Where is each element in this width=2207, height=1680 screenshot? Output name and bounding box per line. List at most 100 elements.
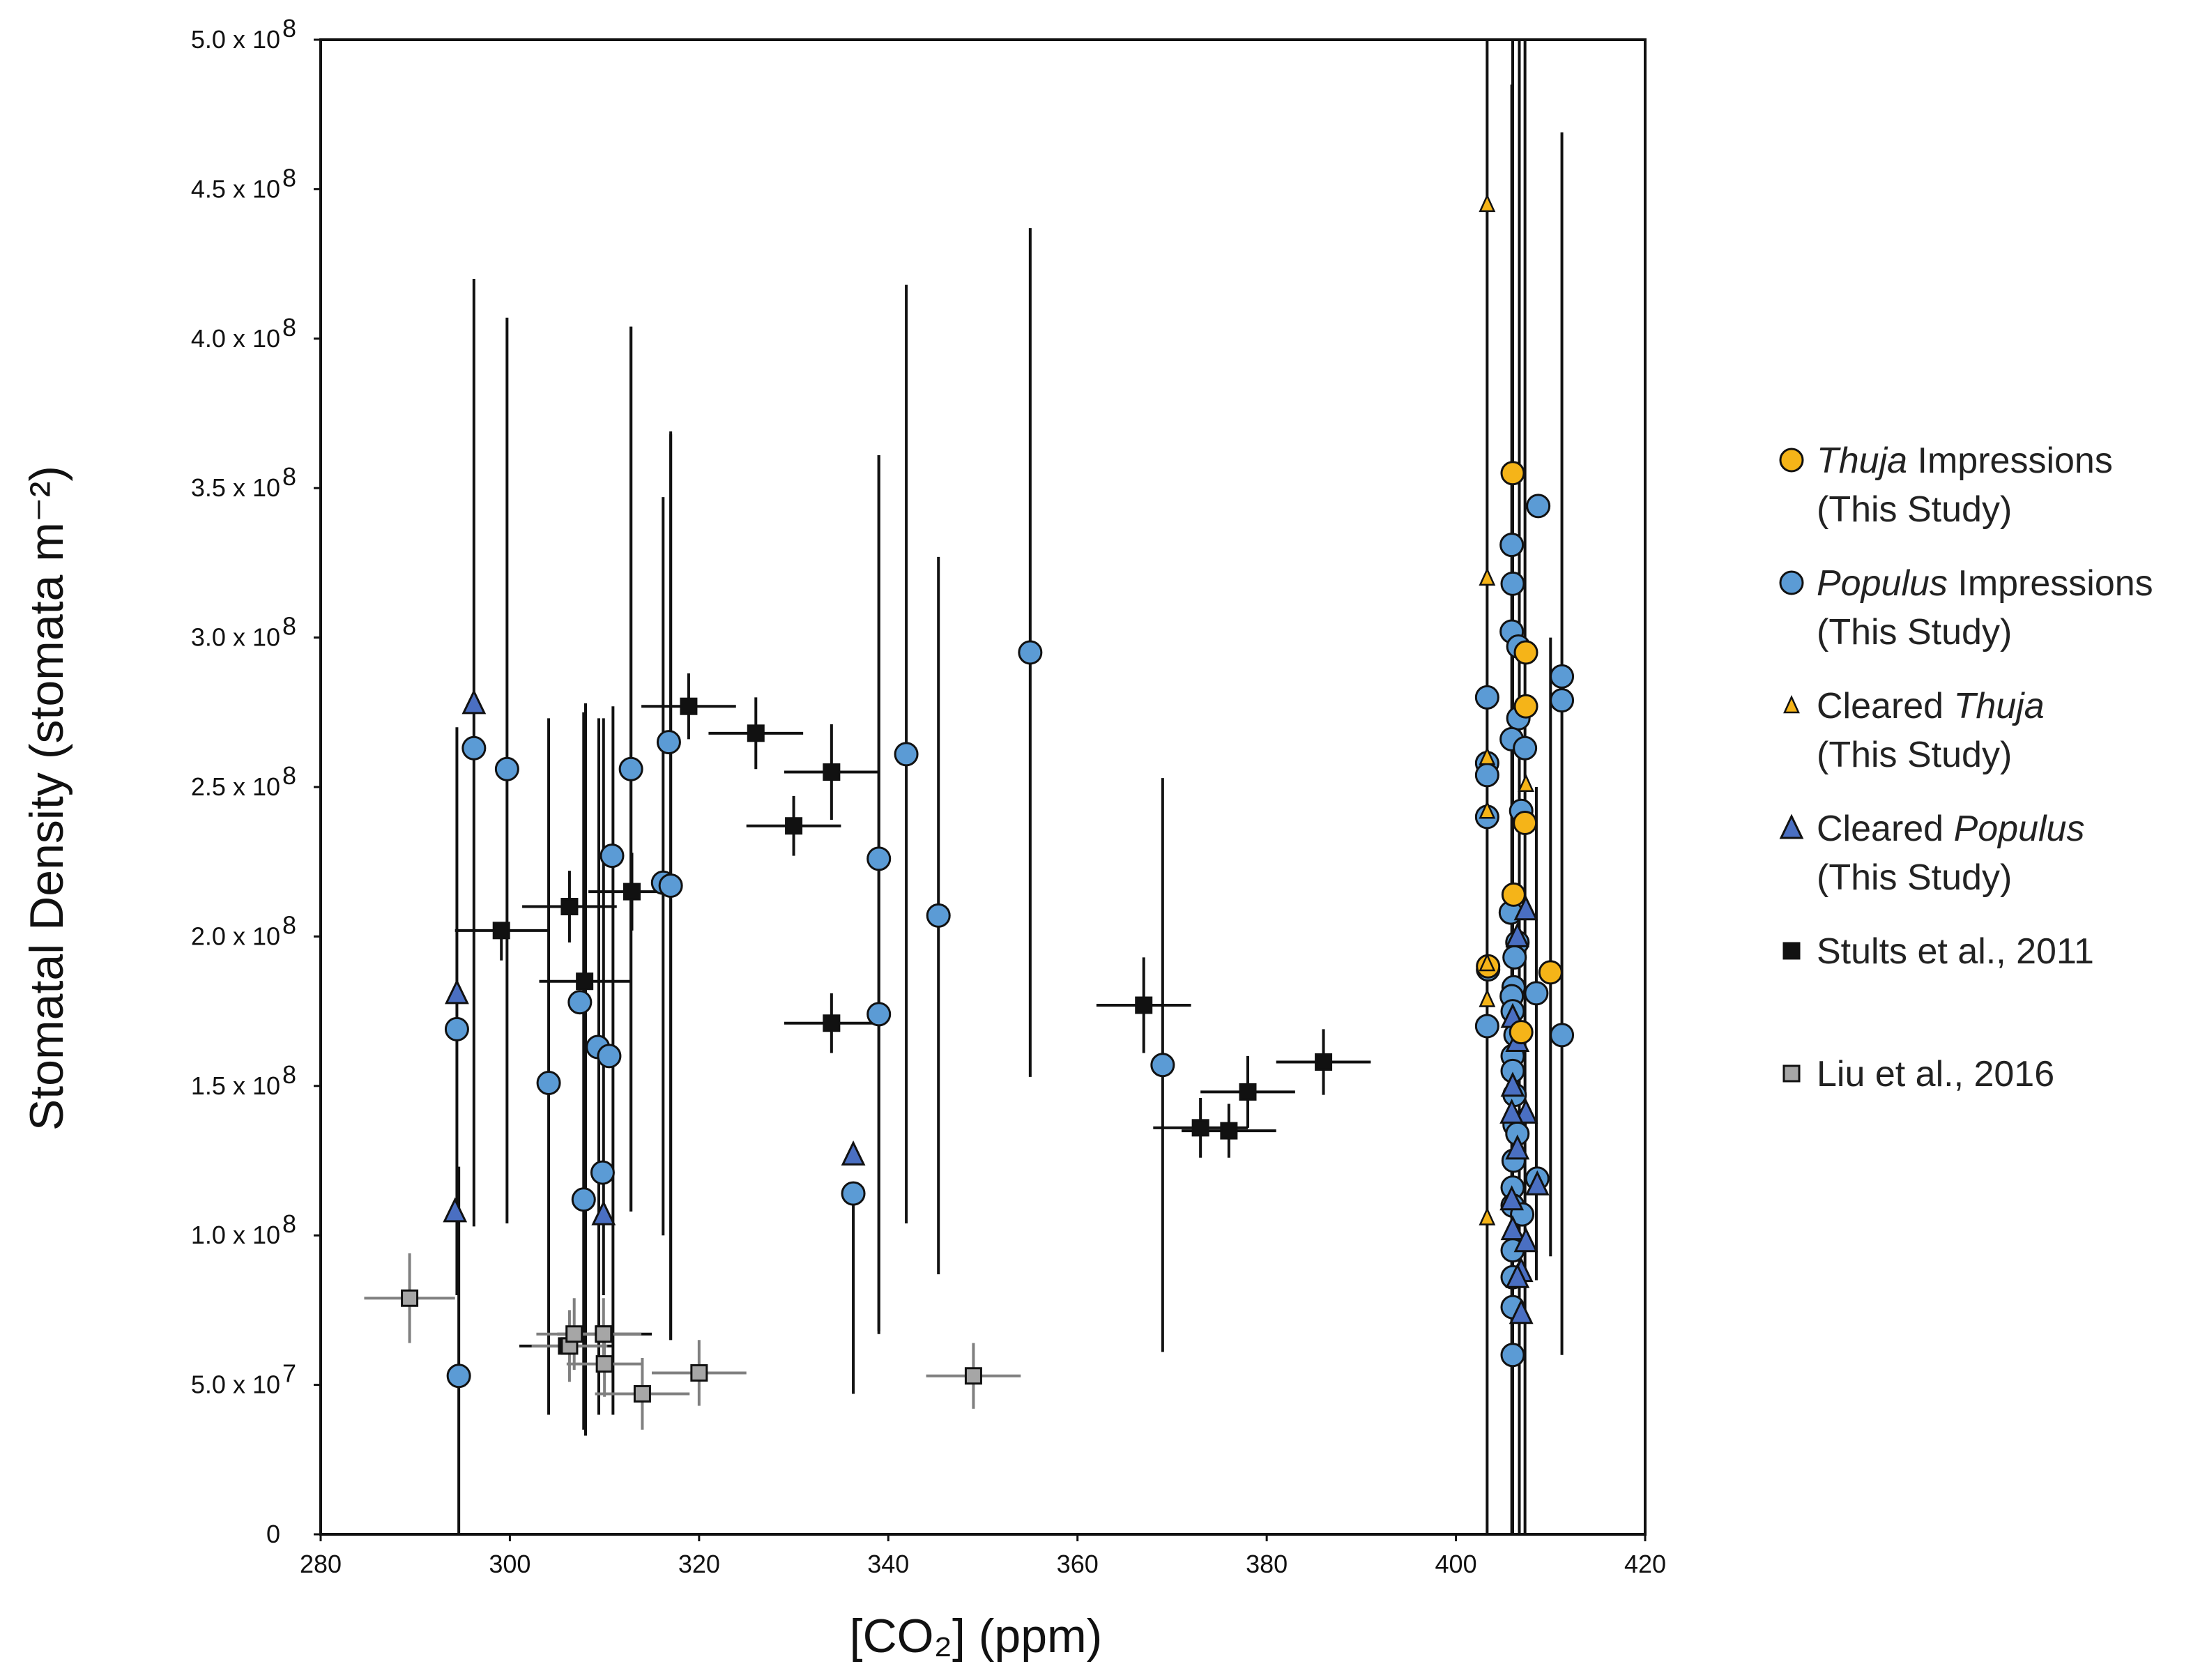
y-tick-exponent: 8 [282,313,296,342]
point-populus-impressions-this-study [1550,1023,1575,1048]
point-cleared-populus-this-study [1500,1215,1525,1241]
point-populus-impressions-this-study [536,1071,561,1096]
y-tick-exponent: 8 [282,761,296,790]
y-tick-label: 5.0 x 10 [191,25,280,54]
x-tick-label: 340 [867,1550,909,1578]
y-tick-exponent: 8 [282,1060,296,1089]
y-tick-label: 2.5 x 10 [191,772,280,801]
point-populus-impressions-this-study [567,990,593,1015]
point-populus-impressions-this-study [1474,763,1499,788]
legend-marker-stults-et-al-2011 [1782,942,1801,960]
x-axis-ticks: 280 300 320 340 360 380 400 420 [300,1534,1666,1578]
x-tick-label: 360 [1057,1550,1099,1578]
point-populus-impressions-this-study [656,730,681,755]
legend-label-stults-et-al-2011: Stults et al., 2011 [1817,931,2094,972]
point-populus-impressions-this-study [618,756,643,781]
point-stults-et-al-2011 [1220,1122,1238,1140]
point-populus-impressions-this-study [461,735,487,761]
point-stults-et-al-2011 [1239,1083,1257,1101]
y-tick-exponent: 8 [282,14,296,43]
point-populus-impressions-this-study [841,1181,866,1206]
point-populus-impressions-this-study [866,846,892,871]
point-thuja-impressions-this-study [1501,882,1526,907]
point-cleared-thuja-this-study [1479,193,1496,213]
y-tick-label: 5.0 x 10 [191,1370,280,1399]
legend-marker-cleared-thuja-this-study [1783,694,1800,714]
x-tick-label: 300 [489,1550,530,1578]
legend-sublabel: (This Study) [1817,489,2012,530]
legend-marker-thuja-impressions-this-study [1779,448,1804,473]
legend-sublabel: (This Study) [1817,857,2012,898]
point-cleared-thuja-this-study [1479,952,1496,972]
x-tick-label: 400 [1435,1550,1477,1578]
point-populus-impressions-this-study [1150,1053,1175,1078]
point-cleared-populus-this-study [445,979,469,1005]
point-cleared-populus-this-study [1499,1185,1525,1211]
legend: Thuja Impressions (This Study) Populus Imp… [1779,441,2153,1094]
point-populus-impressions-this-study [590,1160,615,1185]
point-thuja-impressions-this-study [1513,640,1538,665]
x-tick-label: 420 [1624,1550,1666,1578]
legend-marker-cleared-populus-this-study [1779,814,1804,839]
point-populus-impressions-this-study [1474,685,1499,710]
y-tick-label: 1.0 x 10 [191,1221,280,1249]
point-cleared-populus-this-study [1509,1299,1534,1324]
point-populus-impressions-this-study [600,843,625,869]
legend-label-thuja-impressions-this-study: Thuja Impressions [1817,441,2113,481]
y-tick-exponent: 8 [282,462,296,491]
y-tick-label: 3.5 x 10 [191,473,280,502]
plot-frame [319,38,1647,1536]
point-stults-et-al-2011 [823,763,841,781]
legend-sublabel: (This Study) [1817,735,2012,775]
point-populus-impressions-this-study [1524,981,1549,1006]
y-tick-label: 2.0 x 10 [191,922,280,950]
y-tick-exponent: 8 [282,910,296,939]
point-stults-et-al-2011 [492,922,510,940]
legend-marker-liu-et-al-2016 [1782,1064,1801,1083]
point-populus-impressions-this-study [1502,945,1527,970]
point-stults-et-al-2011 [785,817,803,835]
point-cleared-populus-this-study [841,1140,866,1166]
point-populus-impressions-this-study [1550,664,1575,689]
point-cleared-populus-this-study [1499,1098,1525,1124]
point-thuja-impressions-this-study [1513,810,1538,835]
point-liu-et-al-2016 [595,1325,613,1343]
point-cleared-thuja-this-study [1479,1207,1496,1225]
point-stults-et-al-2011 [623,883,641,901]
point-thuja-impressions-this-study [1513,694,1538,719]
y-tick-label: 1.5 x 10 [191,1071,280,1100]
y-tick-label: 0 [266,1520,280,1548]
point-liu-et-al-2016 [690,1364,708,1382]
legend-label-liu-et-al-2016: Liu et al., 2016 [1817,1054,2054,1094]
point-populus-impressions-this-study [1499,533,1525,558]
point-cleared-thuja-this-study [1479,747,1496,765]
point-populus-impressions-this-study [494,756,519,781]
point-cleared-thuja-this-study [1479,800,1496,819]
point-cleared-populus-this-study [1513,895,1538,921]
point-cleared-populus-this-study [461,689,487,715]
point-populus-impressions-this-study [1018,640,1043,665]
x-tick-label: 280 [300,1550,342,1578]
point-thuja-impressions-this-study [1538,960,1563,985]
point-cleared-thuja-this-study [1479,988,1496,1007]
point-cleared-populus-this-study [443,1197,468,1223]
x-axis-title: [CO₂] (ppm) [850,1610,1103,1663]
point-liu-et-al-2016 [633,1384,651,1403]
y-tick-exponent: 8 [282,1209,296,1238]
point-populus-impressions-this-study [1500,1343,1525,1368]
point-populus-impressions-this-study [866,1002,892,1027]
point-stults-et-al-2011 [576,972,594,991]
point-cleared-populus-this-study [1513,1227,1538,1253]
point-populus-impressions-this-study [597,1044,622,1069]
y-tick-label: 3.0 x 10 [191,623,280,652]
legend-label-populus-impressions-this-study: Populus Impressions [1817,563,2153,604]
point-liu-et-al-2016 [595,1355,613,1373]
x-tick-label: 320 [678,1550,720,1578]
point-cleared-populus-this-study [1500,1071,1525,1097]
point-stults-et-al-2011 [1135,996,1153,1014]
x-tick-label: 380 [1246,1550,1288,1578]
legend-marker-populus-impressions-this-study [1779,570,1804,595]
point-populus-impressions-this-study [658,873,683,899]
point-stults-et-al-2011 [1191,1119,1209,1137]
point-populus-impressions-this-study [1550,688,1575,713]
